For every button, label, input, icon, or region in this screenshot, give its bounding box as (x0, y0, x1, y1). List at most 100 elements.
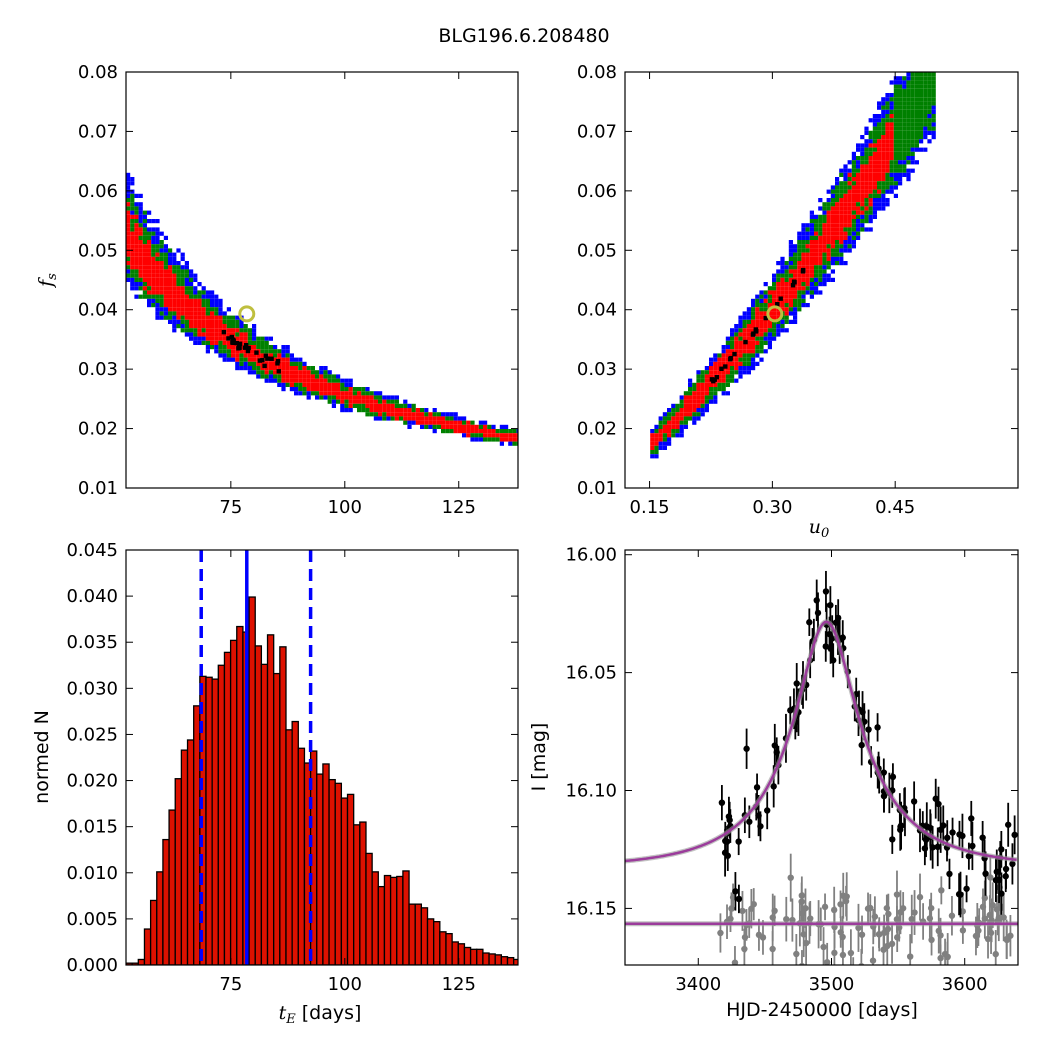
ax1-density-cell (189, 311, 194, 316)
ax1-density-cell (193, 307, 198, 312)
ax2-density-cell (734, 378, 739, 383)
ax2-density-cell (910, 93, 915, 98)
ax1-density-cell (130, 206, 135, 211)
ax1-xtick-label: 75 (219, 497, 242, 518)
ax2-density-cell (814, 265, 819, 270)
ax1-ytick-label: 0.04 (78, 300, 118, 321)
ax1-density-cell (252, 345, 257, 350)
ax2-density-cell (868, 206, 873, 211)
ax1-density-cell (151, 252, 156, 257)
ax1-density-cell (491, 437, 496, 442)
ax2-xlabel: u0 (809, 516, 830, 541)
ax2-density-cell (717, 374, 722, 379)
ax1-density-cell (243, 349, 248, 354)
ax2-density-cell (654, 424, 659, 429)
ax1-density-cell (256, 353, 261, 358)
ax2-density-cell (709, 395, 714, 400)
ax1-density-cell (344, 399, 349, 404)
ax1-density-cell (281, 366, 286, 371)
ax1-density-cell (134, 219, 139, 224)
ax2-density-cell (923, 76, 928, 81)
ax2-density-cell (822, 252, 827, 257)
ax2-density-cell (700, 391, 705, 396)
ax1-density-cell (289, 382, 294, 387)
ax2-density-cell (814, 290, 819, 295)
ax2-density-cell (839, 227, 844, 232)
ax2-density-cell (835, 177, 840, 182)
ax4-event-point (746, 818, 753, 825)
ax1-density-cell (134, 294, 139, 299)
ax2-density-cell (843, 219, 848, 224)
ax2-density-cell (797, 273, 802, 278)
ax4-event-point (932, 795, 939, 802)
ax1-density-cell (134, 269, 139, 274)
ax2-density-cell (872, 130, 877, 135)
ax2-density-cell (835, 252, 840, 257)
ax3-ytick-label: 0.005 (66, 909, 118, 930)
ax1-density-cell (352, 395, 357, 400)
ax2-density-cell (835, 244, 840, 249)
ax2-density-cell (801, 231, 806, 236)
ax2-density-cell (864, 126, 869, 131)
ax1-density-cell (147, 256, 152, 261)
ax2-density-cell (902, 135, 907, 140)
ax2-density-cell (881, 185, 886, 190)
ax2-density-cell (835, 198, 840, 203)
ax2-density-cell (914, 135, 919, 140)
ax1-density-cell (504, 437, 509, 442)
ax2-plot-area (650, 72, 936, 459)
ax2-density-cell (721, 391, 726, 396)
ax2-density-cell (776, 319, 781, 324)
ax2-density-cell (822, 269, 827, 274)
ax2-chain-point (778, 296, 783, 301)
ax2-density-cell (801, 277, 806, 282)
ax1-density-cell (159, 294, 164, 299)
ax2-density-cell (793, 265, 798, 270)
ax2-density-cell (662, 441, 667, 446)
ax1-density-cell (180, 277, 185, 282)
ax2-density-cell (877, 122, 882, 127)
ax2-density-cell (864, 219, 869, 224)
ax2-density-cell (721, 370, 726, 375)
ax2-density-cell (906, 93, 911, 98)
ax1-density-cell (151, 265, 156, 270)
ax2-density-cell (839, 248, 844, 253)
ax1-density-cell (323, 378, 328, 383)
ax2-density-cell (780, 282, 785, 287)
ax2-density-cell (721, 345, 726, 350)
ax2-density-cell (893, 164, 898, 169)
ax1-density-cell (168, 303, 173, 308)
ax1-density-cell (403, 403, 408, 408)
ax1-density-cell (147, 231, 152, 236)
ax2-density-cell (864, 189, 869, 194)
ax2-density-cell (654, 445, 659, 450)
ax2-density-cell (780, 286, 785, 291)
ax2-density-cell (877, 185, 882, 190)
ax1-density-cell (407, 403, 412, 408)
ax1-density-cell (159, 248, 164, 253)
ax1-density-cell (151, 290, 156, 295)
ax1-density-cell (155, 311, 160, 316)
ax2-density-cell (738, 374, 743, 379)
ax1-density-cell (134, 256, 139, 261)
ax1-density-cell (180, 286, 185, 291)
ax1-density-cell (218, 311, 223, 316)
ax2-density-cell (910, 76, 915, 81)
ax2-density-cell (814, 277, 819, 282)
ax2-density-cell (898, 147, 903, 152)
ax2-density-cell (797, 256, 802, 261)
ax2-density-cell (902, 114, 907, 119)
ax1-density-cell (411, 420, 416, 425)
ax1-density-cell (138, 227, 143, 232)
ax1-density-cell (226, 357, 231, 362)
ax1-density-cell (369, 412, 374, 417)
ax2-density-cell (868, 181, 873, 186)
ax2-density-cell (780, 269, 785, 274)
ax1-density-cell (193, 324, 198, 329)
ax2-density-cell (931, 105, 936, 110)
panel-fs-vs-u0: 0.15 0.30 0.450.010.020.030.040.050.060.07… (577, 62, 1019, 518)
ax2-density-cell (872, 210, 877, 215)
ax2-density-cell (889, 181, 894, 186)
ax2-density-cell (814, 231, 819, 236)
ax3-histogram-bar (426, 918, 435, 965)
